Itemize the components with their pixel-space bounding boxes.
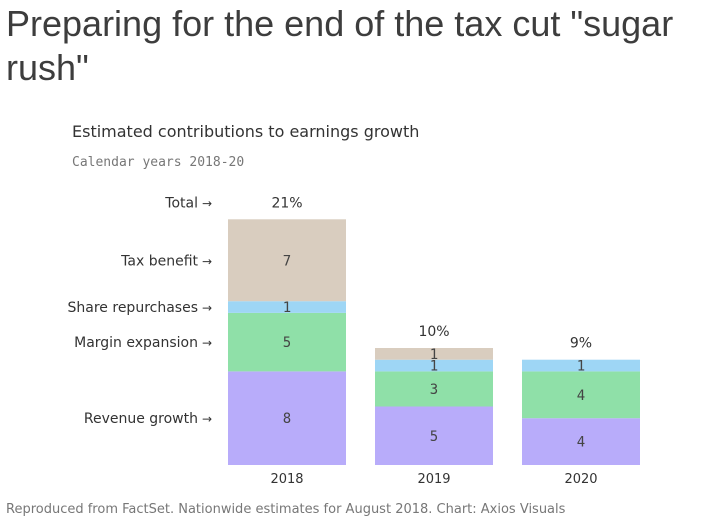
segment-value-label: 1 [430, 347, 438, 363]
total-arrow-icon: → [202, 196, 212, 210]
bar-segment-revenue-growth-2018 [228, 371, 346, 465]
x-tick-label: 2020 [564, 472, 597, 487]
bar-segment-margin-expansion-2018 [228, 312, 346, 372]
bar-segment-share-repurchases-2019 [375, 359, 493, 372]
headline: Preparing for the end of the tax cut "su… [6, 3, 674, 88]
bar-segment-tax-benefit-2018 [228, 219, 346, 302]
bar-segment-margin-expansion-2019 [375, 371, 493, 407]
legend-arrow-icon: → [202, 254, 212, 268]
legend-label: Tax benefit [120, 253, 198, 269]
bar-segment-revenue-growth-2019 [375, 406, 493, 465]
segment-value-label: 3 [430, 382, 438, 398]
bar-segment-revenue-growth-2020 [522, 418, 640, 465]
legend-label: Revenue growth [84, 411, 198, 427]
segment-value-label: 4 [577, 435, 585, 451]
total-label: 9% [570, 336, 592, 352]
segment-value-label: 8 [283, 411, 291, 427]
segment-value-label: 1 [577, 359, 585, 375]
x-tick-label: 2018 [270, 472, 303, 487]
segment-value-label: 4 [577, 388, 585, 404]
segment-value-label: 5 [430, 429, 438, 445]
segment-value-label: 7 [283, 253, 291, 269]
x-tick-label: 2019 [417, 472, 450, 487]
total-label: 21% [271, 195, 302, 211]
legend-arrow-icon: → [202, 336, 212, 350]
bar-segment-tax-benefit-2019 [375, 348, 493, 360]
bar-segment-margin-expansion-2020 [522, 371, 640, 419]
legend-arrow-icon: → [202, 301, 212, 315]
segment-value-label: 1 [283, 300, 291, 316]
chart-title: Estimated contributions to earnings grow… [72, 122, 420, 141]
chart-subtitle: Calendar years 2018-20 [72, 155, 245, 170]
legend-label: Share repurchases [68, 300, 198, 316]
bar-segment-share-repurchases-2018 [228, 301, 346, 313]
bar-segment-share-repurchases-2020 [522, 359, 640, 372]
segment-value-label: 5 [283, 335, 291, 351]
total-label: 10% [418, 324, 449, 340]
legend-label: Margin expansion [74, 335, 198, 351]
source-footer: Reproduced from FactSet. Nationwide esti… [6, 502, 566, 517]
segment-value-label: 1 [430, 359, 438, 375]
legend-arrow-icon: → [202, 412, 212, 426]
total-row-label: Total [164, 195, 198, 211]
